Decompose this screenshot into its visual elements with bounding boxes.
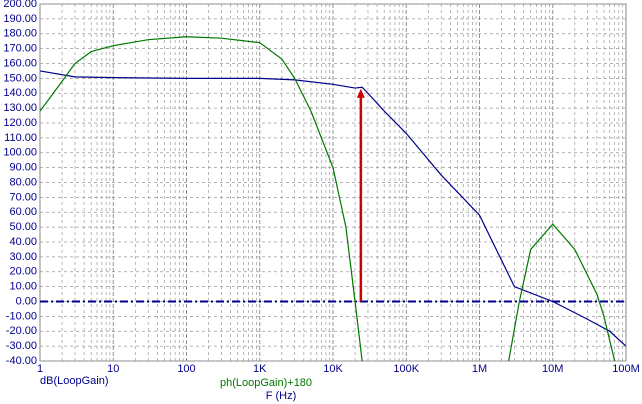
y-tick-label: -20.00: [6, 325, 37, 337]
y-tick-label: 150.00: [3, 72, 37, 84]
y-tick-label: -40.00: [6, 355, 37, 367]
y-tick-label: 90.00: [9, 162, 37, 174]
y-tick-label: 0.00: [16, 295, 37, 307]
x-tick-label: 100: [177, 363, 195, 375]
y-tick-label: 180.00: [3, 28, 37, 40]
series-line: [40, 70, 626, 347]
x-tick-label: 1M: [472, 363, 487, 375]
y-tick-label: 110.00: [4, 132, 37, 144]
y-tick-label: 200.00: [3, 0, 37, 10]
y-tick-label: 60.00: [9, 206, 37, 218]
y-tick-label: 50.00: [9, 221, 37, 233]
y-tick-label: 30.00: [9, 251, 37, 263]
x-tick-label: 100K: [393, 363, 419, 375]
legend-entry: ph(LoopGain)+180: [220, 377, 312, 389]
y-tick-label: 100.00: [3, 147, 37, 159]
marker-arrowhead: [356, 88, 365, 98]
y-tick-label: 20.00: [9, 266, 37, 278]
y-tick-label: 70.00: [9, 191, 37, 203]
x-tick-label: 1: [37, 363, 43, 375]
x-tick-label: 1K: [253, 363, 267, 375]
series-line: [40, 36, 616, 361]
y-tick-label: -10.00: [6, 310, 37, 322]
y-tick-label: 130.00: [3, 102, 37, 114]
y-tick-label: 80.00: [9, 176, 37, 188]
x-tick-label: 100M: [612, 363, 640, 375]
series-group: [40, 36, 626, 361]
y-tick-label: 140.00: [3, 87, 37, 99]
x-tick-label: 10: [107, 363, 119, 375]
y-tick-label: 10.00: [9, 281, 37, 293]
y-tick-label: 40.00: [9, 236, 37, 248]
y-tick-label: 160.00: [3, 57, 37, 69]
x-tick-label: 10K: [323, 363, 343, 375]
legend-entry: dB(LoopGain): [40, 375, 109, 387]
y-tick-label: 170.00: [3, 43, 37, 55]
x-tick-label: 10M: [542, 363, 563, 375]
x-axis-label: F (Hz): [266, 390, 297, 402]
y-tick-label: 190.00: [3, 13, 37, 25]
y-tick-label: 120.00: [3, 117, 37, 129]
y-tick-label: -30.00: [6, 340, 37, 352]
